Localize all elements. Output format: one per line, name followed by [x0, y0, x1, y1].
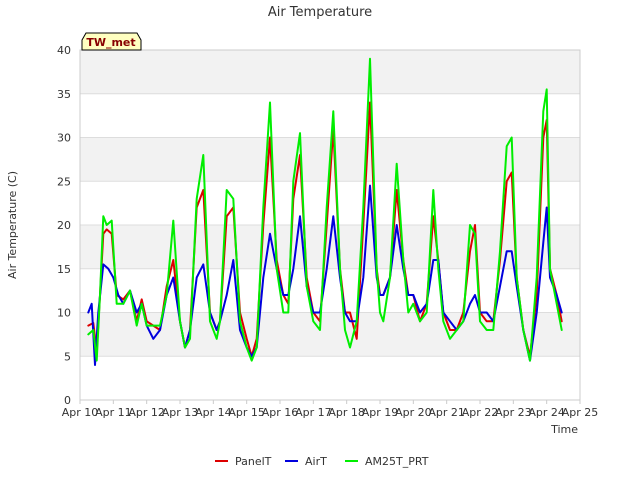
y-tick-label: 10: [57, 307, 71, 320]
legend-label: PanelT: [235, 455, 272, 468]
station-badge-box: [81, 32, 142, 51]
x-tick-label: Apr 14: [195, 406, 232, 419]
legend: PanelT AirT AM25T_PRT: [215, 455, 429, 468]
x-tick-label: Apr 10: [62, 406, 99, 419]
x-tick-label: Apr 21: [428, 406, 465, 419]
plot-frame: [79, 49, 581, 401]
x-tick-label: Apr 19: [362, 406, 399, 419]
series-line-am25t-prt: [87, 57, 563, 362]
plot-band: [80, 312, 580, 357]
chart-title: Air Temperature: [268, 5, 372, 20]
plot-band: [80, 50, 580, 94]
series-line-airt: [87, 184, 563, 366]
x-tick-label: Apr 18: [328, 406, 365, 419]
y-tick-label: 30: [57, 132, 71, 145]
x-tick-label: Apr 23: [495, 406, 532, 419]
y-tick-label: 0: [64, 394, 71, 407]
x-tick-label: Apr 11: [95, 406, 132, 419]
station-badge: TW_met: [81, 32, 142, 51]
x-tick-label: Apr 20: [395, 406, 432, 419]
x-axis-label: Time: [550, 423, 578, 436]
y-tick-label: 35: [57, 88, 71, 101]
series-layer: [87, 57, 563, 366]
x-tick-label: Apr 22: [462, 406, 499, 419]
y-tick-label: 15: [57, 263, 71, 276]
x-tick-label: Apr 25: [562, 406, 599, 419]
y-tick-label: 20: [57, 219, 71, 232]
x-tick-label: Apr 24: [528, 406, 565, 419]
legend-label: AM25T_PRT: [365, 455, 429, 468]
x-tick-label: Apr 16: [262, 406, 299, 419]
y-axis-label: Air Temperature (C): [6, 171, 19, 279]
x-tick-label: Apr 12: [128, 406, 165, 419]
y-tick-label: 40: [57, 44, 71, 57]
y-axis-ticks: 0 5 10 15 20 25 30 35 40: [57, 44, 71, 407]
x-tick-label: Apr 13: [162, 406, 199, 419]
y-tick-label: 25: [57, 175, 71, 188]
station-badge-text: TW_met: [86, 36, 135, 49]
x-tick-label: Apr 17: [295, 406, 332, 419]
x-tick-label: Apr 15: [228, 406, 265, 419]
legend-label: AirT: [305, 455, 327, 468]
y-tick-label: 5: [64, 350, 71, 363]
